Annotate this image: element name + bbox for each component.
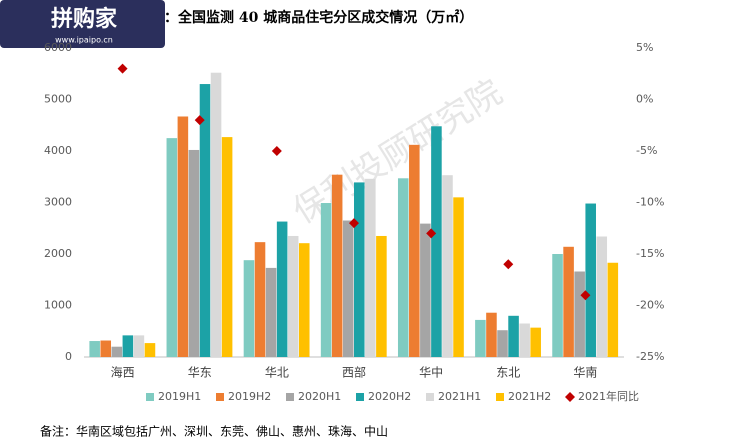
bar (188, 149, 200, 357)
legend-swatch (286, 393, 294, 401)
logo-name: 拼购家 (51, 6, 118, 32)
logo-url: www.ipaipo.cn (55, 36, 113, 45)
legend-swatch (426, 393, 434, 401)
chart-title: 图：全国监测 40 城商品住宅分区成交情况（万㎡） (150, 9, 473, 26)
bar (607, 262, 619, 357)
bar (265, 267, 277, 357)
legend-label: 2019H2 (228, 390, 271, 403)
bar (276, 221, 288, 357)
bar (420, 223, 431, 357)
bar (144, 343, 156, 357)
legend-swatch (565, 392, 575, 402)
legend-swatch (216, 393, 224, 401)
logo-box (0, 0, 165, 48)
legend-label: 2020H2 (368, 390, 411, 403)
y2-tick-label: -10% (636, 196, 664, 209)
bar (563, 246, 574, 357)
legend-label: 2021年同比 (578, 389, 639, 403)
x-tick-label: 西部 (342, 365, 366, 380)
legend-label: 2021H2 (508, 390, 551, 403)
y2-tick-label: 5% (636, 41, 653, 54)
y2-tick-label: 0% (636, 93, 653, 106)
point (117, 63, 128, 74)
point (194, 115, 205, 126)
watermark: 保利投顾研究院 (286, 72, 509, 232)
bar (342, 220, 354, 357)
bar (376, 235, 387, 357)
y2-tick-label: -15% (636, 247, 664, 260)
bar (574, 271, 585, 357)
y-tick-label: 4000 (44, 144, 72, 157)
bar (199, 84, 211, 358)
bar (365, 178, 376, 357)
y2-tick-label: -5% (636, 144, 657, 157)
legend-swatch (356, 393, 364, 401)
point (271, 146, 282, 156)
bar (221, 137, 233, 357)
bar (111, 346, 123, 357)
x-tick-label: 华中 (419, 365, 443, 380)
y-tick-label: 2000 (44, 247, 72, 260)
y2-tick-label: -25% (636, 350, 664, 363)
bar (508, 315, 519, 357)
bar (331, 174, 343, 357)
legend-label: 2021H1 (438, 390, 481, 403)
bar (453, 197, 464, 357)
bar (210, 72, 222, 357)
y2-tick-label: -20% (636, 299, 664, 312)
point (349, 218, 359, 229)
bar (287, 235, 299, 357)
bar (519, 323, 530, 357)
bar (254, 242, 266, 357)
legend-swatch (496, 393, 504, 401)
x-tick-label: 华南 (573, 365, 597, 380)
bar (442, 175, 453, 357)
point (580, 290, 591, 301)
y-tick-label: 0 (65, 350, 72, 363)
bar (177, 116, 189, 358)
bar (497, 330, 508, 357)
bar (133, 335, 145, 357)
point (426, 228, 437, 239)
x-tick-label: 华北 (265, 366, 289, 380)
bar (397, 178, 409, 357)
footnote: 备注：华南区域包括广州、深圳、东莞、佛山、惠州、珠海、中山 (40, 424, 388, 439)
x-tick-label: 东北 (496, 366, 520, 380)
x-tick-label: 华东 (188, 366, 212, 380)
bar (552, 254, 563, 357)
bar (89, 341, 100, 357)
bar (354, 182, 365, 357)
bar (166, 138, 178, 357)
bar (475, 319, 486, 357)
y-tick-label: 5000 (44, 93, 72, 106)
bar (596, 236, 608, 357)
x-tick-label: 海西 (111, 365, 135, 380)
bar (298, 243, 310, 357)
bar (409, 144, 420, 357)
y-tick-label: 1000 (44, 299, 72, 312)
bar (122, 335, 134, 357)
bar (243, 260, 255, 357)
bar (320, 203, 332, 357)
legend-label: 2019H1 (158, 390, 201, 403)
bar (100, 340, 112, 357)
point (503, 259, 514, 270)
legend-swatch (146, 393, 154, 401)
bar (486, 312, 497, 357)
bar (585, 203, 596, 357)
y-tick-label: 3000 (44, 196, 72, 209)
y-tick-label: 6000 (44, 41, 72, 54)
legend-label: 2020H1 (298, 390, 341, 403)
bar (431, 126, 442, 357)
bar (530, 327, 541, 357)
